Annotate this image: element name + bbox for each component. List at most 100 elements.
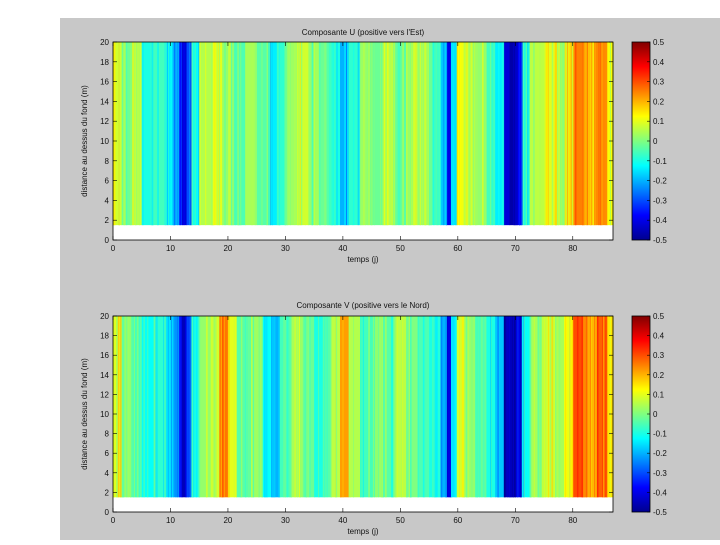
heatmap-streak: [146, 316, 149, 498]
heatmap-streak: [240, 316, 242, 498]
figure-svg: 0 10 20 30 40 50 60 70 8002468101214161820Compos…: [80, 28, 667, 536]
y-tick-label: 8: [105, 430, 110, 439]
heatmap-streak: [483, 42, 485, 226]
y-tick-label: 10: [100, 137, 109, 146]
heatmap-streak: [368, 316, 369, 498]
heatmap-streak: [463, 316, 465, 498]
heatmap-streak: [169, 316, 171, 498]
heatmap-streak: [139, 42, 140, 226]
heatmap-streak: [132, 42, 134, 226]
heatmap-streak: [533, 42, 535, 226]
y-axis-label: distance au dessus du fond (m): [80, 85, 89, 197]
heatmap-streak: [290, 316, 292, 498]
heatmap-streak: [594, 42, 596, 226]
heatmap-streak: [373, 42, 376, 226]
heatmap-streak: [300, 42, 303, 226]
heatmap-streak: [509, 316, 511, 498]
heatmap-streak: [539, 316, 541, 498]
colorbar-tick-label: 0.3: [653, 78, 665, 87]
heatmap-streak: [316, 42, 319, 226]
heatmap-streak: [575, 42, 577, 226]
heatmap-streak: [547, 316, 548, 498]
heatmap-streak: [244, 316, 247, 498]
y-tick-label: 6: [105, 449, 110, 458]
heatmap-streak: [520, 316, 523, 498]
heatmap-streak: [304, 42, 306, 226]
heatmap-streak: [391, 316, 393, 498]
heatmap-streak: [548, 316, 549, 498]
heatmap-streak: [407, 42, 410, 226]
heatmap-streak: [311, 42, 314, 226]
heatmap-streak: [529, 316, 531, 498]
heatmap-streak: [422, 316, 424, 498]
heatmap-streak: [491, 42, 494, 226]
heatmap-streak: [371, 42, 373, 226]
heatmap-streak: [332, 42, 334, 226]
heatmap-streak: [133, 316, 135, 498]
heatmap-streak: [198, 42, 200, 226]
heatmap-streak: [419, 42, 422, 226]
x-tick-label: 50: [396, 244, 405, 253]
heatmap-streak: [576, 316, 579, 498]
heatmap-streak: [196, 316, 198, 498]
heatmap-streak: [464, 42, 466, 226]
heatmap-band: [256, 42, 269, 226]
heatmap-streak: [456, 316, 457, 498]
heatmap-streak: [498, 316, 500, 498]
heatmap-streak: [216, 42, 219, 226]
heatmap-streak: [585, 316, 588, 498]
heatmap-band: [515, 316, 522, 498]
heatmap-streak: [299, 316, 301, 498]
x-tick-label: 80: [568, 244, 577, 253]
heatmap-band: [285, 42, 298, 226]
heatmap-streak: [479, 316, 481, 498]
y-tick-label: 4: [105, 196, 110, 205]
heatmap-streak: [485, 316, 486, 498]
chart-title: Composante U (positive vers l'Est): [302, 28, 425, 37]
heatmap-band: [173, 42, 180, 226]
heatmap-streak: [318, 316, 320, 498]
heatmap-band: [121, 316, 131, 498]
heatmap-streak: [373, 316, 376, 498]
x-tick-label: 70: [511, 244, 520, 253]
x-tick-label: 60: [453, 244, 462, 253]
heatmap-streak: [127, 316, 129, 498]
heatmap-streak: [367, 42, 369, 226]
heatmap-streak: [261, 316, 263, 498]
heatmap-streak: [582, 42, 585, 226]
heatmap-streak: [290, 42, 291, 226]
heatmap-streak: [544, 42, 546, 226]
heatmap-streak: [423, 42, 425, 226]
heatmap-streak: [545, 316, 547, 498]
heatmap-streak: [604, 316, 606, 498]
heatmap-streak: [297, 316, 299, 498]
heatmap-streak: [324, 42, 326, 226]
heatmap-streak: [142, 42, 144, 226]
heatmap-streak: [384, 316, 387, 498]
heatmap-streak: [395, 42, 397, 226]
heatmap-streak: [551, 42, 553, 226]
heatmap-band: [475, 316, 488, 498]
heatmap-streak: [565, 42, 568, 226]
heatmap-streak: [440, 42, 442, 226]
heatmap-streak: [216, 316, 219, 498]
heatmap-streak: [113, 316, 116, 498]
heatmap-streak: [392, 316, 395, 498]
heatmap-streak: [308, 316, 310, 498]
heatmap-streak: [561, 42, 563, 226]
y-tick-label: 12: [100, 117, 109, 126]
heatmap-streak: [422, 42, 423, 226]
heatmap-streak: [189, 42, 191, 226]
heatmap-streak: [503, 316, 506, 498]
heatmap-band: [199, 316, 212, 498]
heatmap-streak: [287, 42, 289, 226]
heatmap-streak: [168, 42, 169, 226]
heatmap-band: [450, 316, 458, 498]
heatmap-streak: [511, 316, 513, 498]
x-tick-label: 60: [453, 516, 462, 525]
heatmap-streak: [515, 42, 518, 226]
heatmap-streak: [135, 42, 137, 226]
heatmap-streak: [461, 316, 464, 498]
colorbar-tick-label: 0.1: [653, 390, 665, 399]
heatmap-streak: [121, 316, 124, 498]
